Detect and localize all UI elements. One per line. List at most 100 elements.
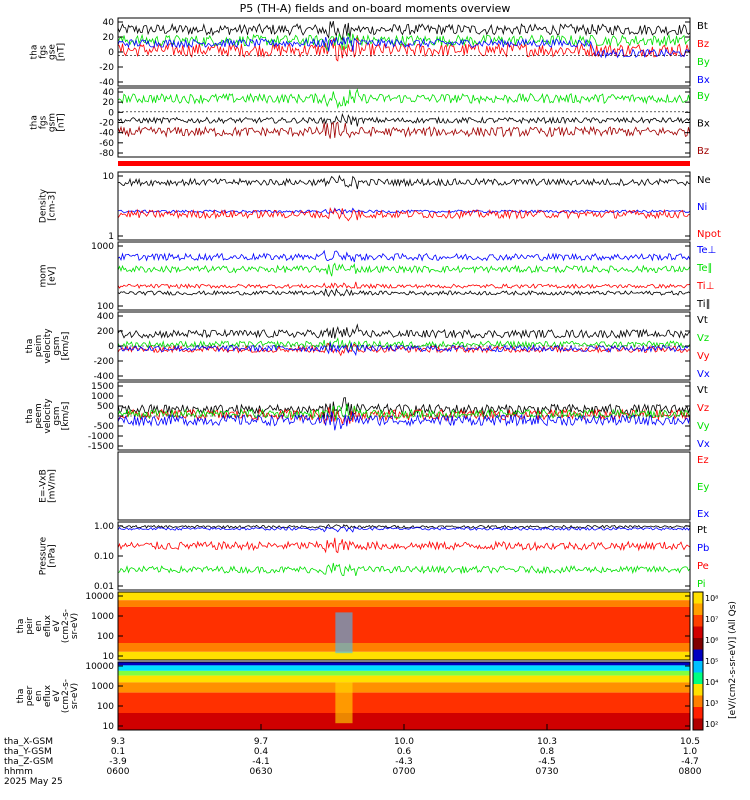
ytick-label-peem-1: 1000 [91,392,114,402]
ylabel-peer-4: eV [52,689,62,702]
xaxis-value-1-4: 1.0 [683,747,698,757]
ylabel-efield-1: [mV/m] [48,469,58,503]
ytick-label-peim-1: 200 [97,327,114,337]
legend-density-Ni: Ni [697,202,707,213]
ytick-label-peer-3: 10 [103,722,115,732]
colorbar-segment-10 [693,707,703,719]
ylabel-fgs_gse-2: gse [48,44,58,60]
ytick-label-pressure-0: 1.00 [94,522,114,532]
legend-temp-Ti⊥: Ti⊥ [696,281,714,292]
ytick-label-temp-0: 1000 [91,242,114,252]
xaxis-row-label-1: tha_Y-GSM [4,747,52,757]
ylabel-temp-0: mom [39,264,49,287]
ytick-label-fgs_gsm-3: -20 [99,119,114,129]
legend-peem-Vy: Vy [697,421,710,432]
ylabel-fgs_gsm-3: [nT] [57,113,67,131]
panel-density [117,171,691,241]
ylabel-peem-2: velocity [43,398,53,434]
panel-fgs_gse [117,17,691,87]
legend-peem-Vt: Vt [697,385,708,396]
ytick-label-peem-2: 500 [97,402,114,412]
ytick-label-peer-1: 1000 [91,682,114,692]
legend-peim-Vy: Vy [697,351,710,362]
legend-fgs_gse-Bt: Bt [697,21,708,32]
legend-pressure-Pb: Pb [697,543,709,554]
colorbar-segment-1 [693,603,703,616]
ytick-label-temp-1: 100 [97,302,114,312]
colorbar-segment-8 [693,684,703,696]
ytick-label-fgs_gse-0: 40 [103,18,115,28]
colorbar-tick-5: 10³ [705,699,718,708]
ylabel-density-1: [cm-3] [48,191,58,221]
ylabel-pressure-1: [nPa] [48,544,58,567]
colorbar-segment-9 [693,695,703,708]
series-fgs_gsm-By [117,88,691,109]
ytick-label-density-0: 10 [103,172,115,182]
xaxis-value-2-2: -4.3 [395,757,413,767]
colorbar-segment-0 [693,592,703,604]
xaxis-value-2-1: -4.1 [252,757,270,767]
legend-pressure-Pe: Pe [697,561,709,572]
colorbar-label: [eV/(cm2-s-sr-eV)] (All Qs) [728,601,738,719]
ylabel-peir-6: sr-eV) [70,613,80,639]
heatmap-band-peir-0 [118,592,690,601]
ytick-label-fgs_gsm-5: -60 [99,139,114,149]
panel-pressure [117,521,691,591]
panel-peem [117,381,691,451]
xaxis-value-2-3: -4.5 [538,757,556,767]
series-temp-Ti∥ [117,287,691,298]
ylabel-peem-0: tha [25,409,35,424]
ylabel-efield-0: E=-VxB [39,469,49,503]
legend-temp-Te∥: Te∥ [696,263,713,274]
legend-fgs_gse-By: By [697,57,710,68]
legend-fgs_gse-Bz: Bz [697,39,709,50]
series-peem-Vx [117,411,691,431]
panel-fgs_gsm [117,87,691,158]
heatmap-band-peir-3 [118,643,690,652]
heatmap-band-peer-0 [118,662,690,666]
ytick-label-peer-2: 100 [97,702,114,712]
xaxis-value-1-3: 0.8 [540,747,555,757]
ylabel-peer-2: en [34,690,44,701]
series-peim-Vy [117,343,691,357]
series-fgs_gsm-Bx [117,112,691,127]
legend-fgs_gsm-Bz: Bz [697,146,709,157]
ytick-label-peem-6: -1500 [88,442,114,452]
series-density-Npot [117,207,691,222]
series-peem-Vt [117,397,691,421]
legend-efield-Ex: Ex [697,509,709,520]
ytick-label-peim-0: 400 [97,312,114,322]
xaxis-value-0-3: 10.3 [537,737,557,747]
legend-temp-Te⊥: Te⊥ [696,245,716,256]
colorbar-segment-6 [693,661,703,673]
colorbar-tick-4: 10⁴ [705,678,718,687]
ylabel-fgs_gsm-1: fgs [39,115,49,129]
xaxis-value-1-2: 0.6 [397,747,412,757]
series-temp-Ti⊥ [117,281,691,290]
panel-frame-density [117,171,691,241]
xaxis-value-0-2: 10.0 [394,737,414,747]
ytick-label-fgs_gsm-6: -80 [99,149,114,159]
ylabel-peir-0: tha [16,619,26,634]
series-temp-Te⊥ [117,249,691,263]
ylabel-peim-0: tha [25,339,35,354]
legend-efield-Ey: Ey [697,482,709,493]
ylabel-peim-2: velocity [43,328,53,364]
series-temp-Te∥ [117,262,691,277]
colorbar-tick-6: 10² [705,720,718,729]
colorbar-frame [692,591,704,731]
legend-pressure-Pt: Pt [697,525,707,536]
ytick-label-peir-1: 1000 [91,612,114,622]
ylabel-peem-1: peem [34,403,44,429]
ytick-label-peim-4: -400 [94,372,115,382]
series-fgs_gse-Bx [117,36,691,59]
legend-density-Npot: Npot [697,229,721,240]
legend-density-Ne: Ne [697,175,711,186]
ytick-label-peim-2: 0 [108,342,114,352]
ylabel-density-0: Density [39,188,49,223]
ylabel-fgs_gse-3: [nT] [57,43,67,61]
heatmap-band-peer-2 [118,670,690,676]
heatmap-disturbance-peir [335,612,353,654]
series-fgs_gse-Bz [117,35,691,62]
heatmap-band-peer-1 [118,665,690,671]
